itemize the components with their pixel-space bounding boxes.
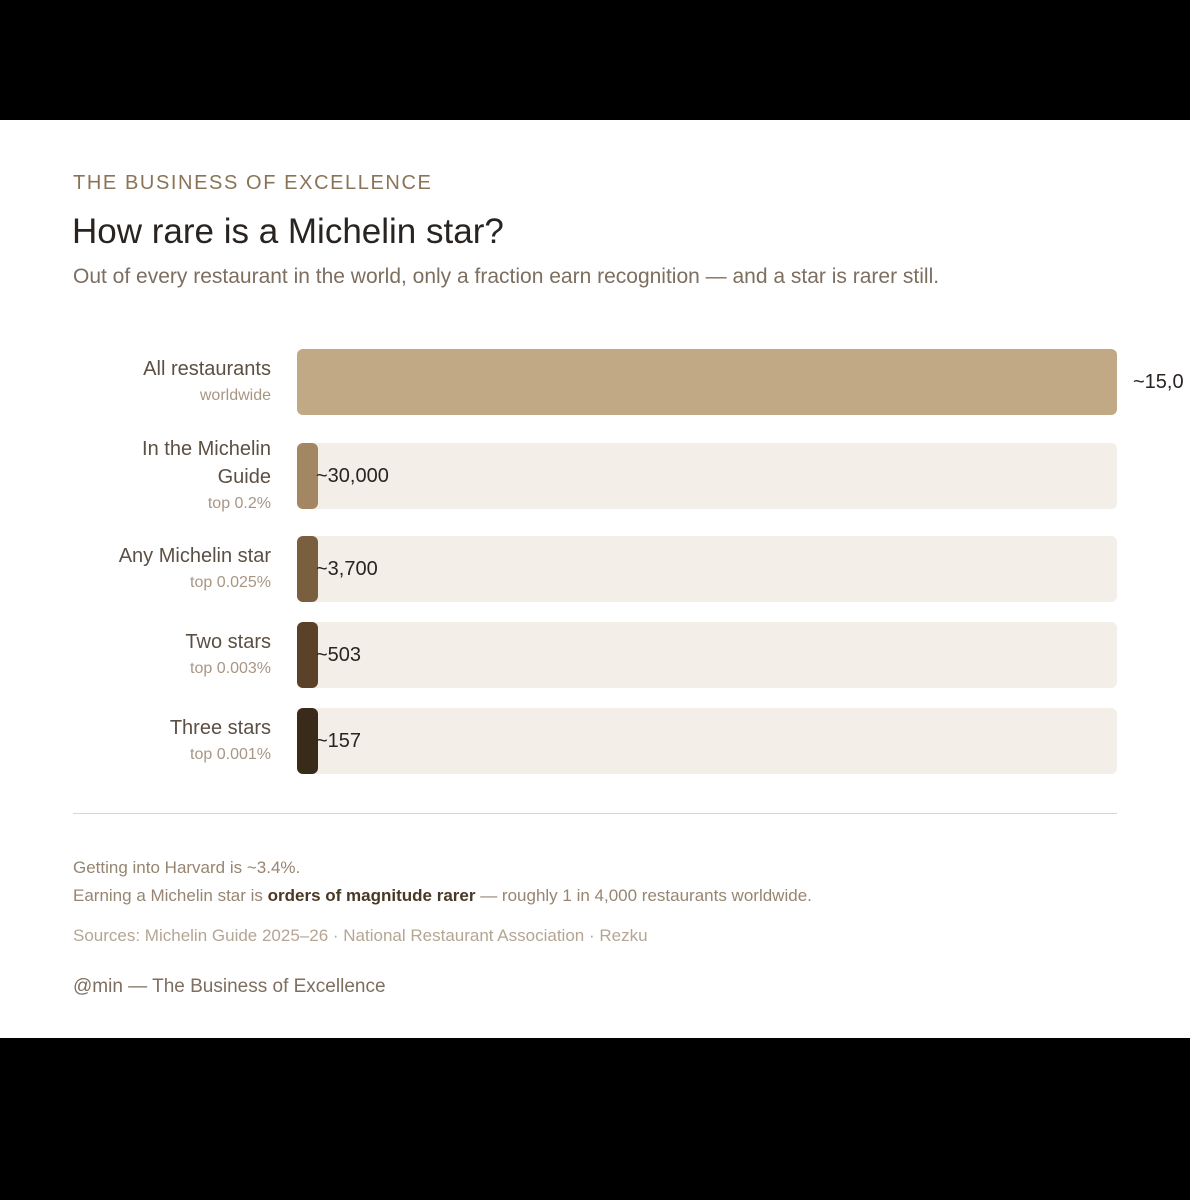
bar-row: In the Michelin Guide top 0.2% ~30,000 [0,438,1190,512]
chart-subtitle: Out of every restaurant in the world, on… [73,265,940,288]
note-prefix: Earning a Michelin star is [73,886,268,905]
bar-category-label: Any Michelin star [118,545,271,567]
chart-card: THE BUSINESS OF EXCELLENCE How rare is a… [0,120,1190,1038]
bar-label-group: Two stars top 0.003% [185,622,271,688]
bar-row: All restaurants worldwide ~15,0 [0,349,1190,415]
bar-row: Two stars top 0.003% ~503 [0,622,1190,688]
bar-sublabel: top 0.003% [190,660,271,677]
bar-sublabel: worldwide [199,387,271,404]
bar-track [297,708,1117,774]
bar-value-label: ~157 [316,730,362,752]
bar-sublabel: top 0.2% [207,495,271,512]
note-suffix: — roughly 1 in 4,000 restaurants worldwi… [475,886,812,905]
divider [73,813,1117,814]
bar-sublabel: top 0.025% [190,574,271,591]
bar [297,443,318,509]
bar-row: Three stars top 0.001% ~157 [0,708,1190,774]
bar [297,622,318,688]
bar-category-label: Three stars [169,717,271,739]
bar-label-group: Any Michelin star top 0.025% [119,536,271,602]
credit: @min — The Business of Excellence [73,976,386,997]
bar-category-label: In the Michelin Guide [142,438,271,488]
chart-title: How rare is a Michelin star? [72,212,504,251]
note-harvard: Getting into Harvard is ~3.4%. [73,858,301,877]
bar [297,536,318,602]
note-emphasis: orders of magnitude rarer [267,886,476,905]
bar-sublabel: top 0.001% [190,746,271,763]
bar-label-group: In the Michelin Guide top 0.2% [121,438,271,512]
bar-track [297,443,1117,509]
bar-label-group: Three stars top 0.001% [170,708,271,774]
bar-label-group: All restaurants worldwide [143,349,271,415]
bar-value-label: ~3,700 [316,558,378,580]
bar-value-label: ~30,000 [316,465,389,487]
kicker: THE BUSINESS OF EXCELLENCE [73,172,433,194]
bar [297,349,1117,415]
bar-value-label: ~503 [316,644,362,666]
sources: Sources: Michelin Guide 2025–26 · Nation… [73,926,648,945]
bar-category-label: All restaurants [143,358,271,380]
note-michelin: Earning a Michelin star is orders of mag… [73,886,812,906]
bar-value-label: ~15,0 [1133,371,1184,393]
bar-track [297,536,1117,602]
bar [297,708,318,774]
bar-row: Any Michelin star top 0.025% ~3,700 [0,536,1190,602]
bar-track [297,622,1117,688]
bar-category-label: Two stars [185,631,271,653]
